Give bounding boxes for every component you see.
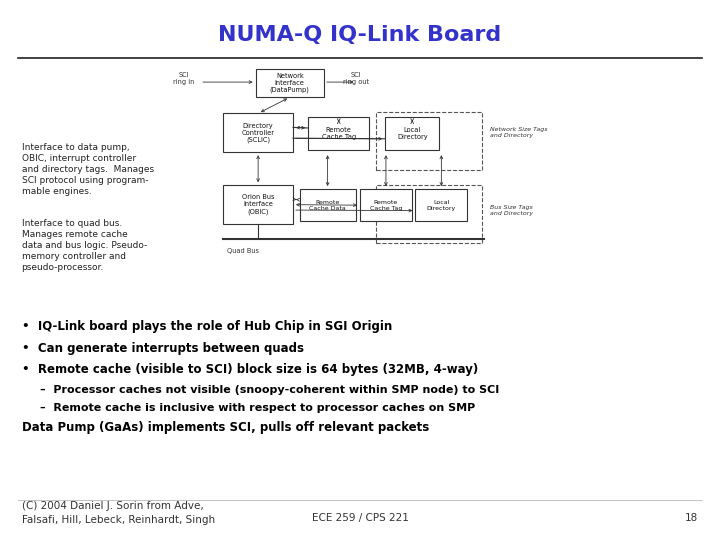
- Text: NUMA-Q IQ-Link Board: NUMA-Q IQ-Link Board: [218, 25, 502, 45]
- Text: Quad Bus: Quad Bus: [227, 248, 258, 254]
- Text: Directory
Controller
(SCLIC): Directory Controller (SCLIC): [242, 123, 274, 143]
- Text: –  Processor caches not visible (snoopy-coherent within SMP node) to SCI: – Processor caches not visible (snoopy-c…: [40, 385, 499, 395]
- Text: 18: 18: [685, 514, 698, 523]
- Text: Remote
Cache Data: Remote Cache Data: [309, 200, 346, 211]
- Text: Local
Directory: Local Directory: [397, 127, 428, 140]
- Text: •  Remote cache (visible to SCI) block size is 64 bytes (32MB, 4-way): • Remote cache (visible to SCI) block si…: [22, 363, 478, 376]
- Text: Remote
Cache Tag: Remote Cache Tag: [322, 127, 356, 140]
- Text: Interface to data pump,
OBIC, interrupt controller
and directory tags.  Manages
: Interface to data pump, OBIC, interrupt …: [22, 143, 154, 197]
- Bar: [223, 185, 293, 224]
- Bar: [223, 113, 293, 152]
- Text: (C) 2004 Daniel J. Sorin from Adve,
Falsafi, Hill, Lebeck, Reinhardt, Singh: (C) 2004 Daniel J. Sorin from Adve, Fals…: [22, 502, 215, 524]
- Text: Data Pump (GaAs) implements SCI, pulls off relevant packets: Data Pump (GaAs) implements SCI, pulls o…: [22, 421, 429, 434]
- Text: •  Can generate interrupts between quads: • Can generate interrupts between quads: [22, 342, 304, 355]
- Text: ECE 259 / CPS 221: ECE 259 / CPS 221: [312, 514, 408, 523]
- Bar: [300, 189, 356, 221]
- Text: Remote
Cache Tag: Remote Cache Tag: [370, 200, 402, 211]
- Bar: [385, 117, 439, 150]
- Text: Orion Bus
Interface
(OBIC): Orion Bus Interface (OBIC): [242, 194, 274, 215]
- Text: Network Size Tags
and Directory: Network Size Tags and Directory: [490, 127, 547, 138]
- Text: Network
Interface
(DataPump): Network Interface (DataPump): [270, 73, 310, 93]
- Text: Interface to quad bus.
Manages remote cache
data and bus logic. Pseudo-
memory c: Interface to quad bus. Manages remote ca…: [22, 219, 147, 272]
- Bar: [256, 69, 324, 97]
- Text: •  IQ-Link board plays the role of Hub Chip in SGI Origin: • IQ-Link board plays the role of Hub Ch…: [22, 320, 392, 333]
- Text: Bus Size Tags
and Directory: Bus Size Tags and Directory: [490, 205, 533, 216]
- Bar: [415, 189, 467, 221]
- Text: –  Remote cache is inclusive with respect to processor caches on SMP: – Remote cache is inclusive with respect…: [40, 403, 475, 413]
- Bar: [360, 189, 412, 221]
- Text: Local
Directory: Local Directory: [427, 200, 456, 211]
- Text: SCI
ring in: SCI ring in: [173, 72, 194, 85]
- Text: SCI
ring out: SCI ring out: [343, 72, 369, 85]
- Bar: [308, 117, 369, 150]
